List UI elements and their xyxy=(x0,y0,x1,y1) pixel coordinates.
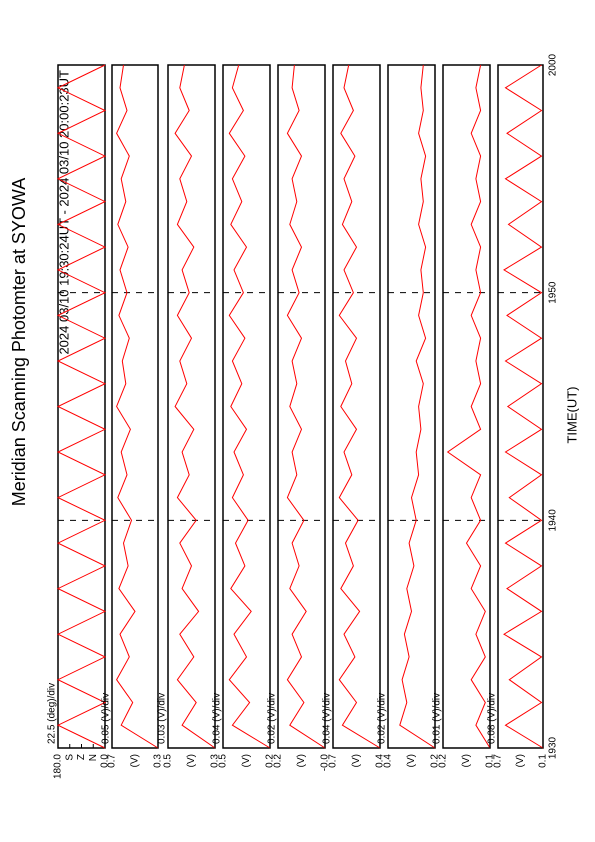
y-tick-label: S xyxy=(64,754,75,761)
scale-label: 0.01 (V)/div xyxy=(432,693,443,744)
unit-label: (V) xyxy=(351,754,362,767)
scale-label: 0.04 (V)/div xyxy=(212,693,223,744)
y-tick-label: 0.3 xyxy=(153,754,164,768)
panel-frame xyxy=(497,64,544,749)
y-tick-label: 0.1 xyxy=(538,754,549,768)
y-tick-label: 0.4 xyxy=(383,754,394,768)
panel-frame xyxy=(111,64,159,749)
y-tick-label: 180.0 xyxy=(53,754,64,779)
chart-subtitle: 2024 03/10 19:30:24UT - 2024 03/10 20:00… xyxy=(56,70,71,355)
unit-label: (V) xyxy=(406,754,417,767)
scale-label: 22.5 (deg)/div xyxy=(47,683,58,744)
panel-frame xyxy=(222,64,271,749)
scale-label: 0.04 (V)/div xyxy=(322,693,333,744)
y-tick-label: 0.4 xyxy=(375,754,386,768)
data-line xyxy=(503,64,544,749)
data-line xyxy=(286,64,326,749)
unit-label: (V) xyxy=(296,754,307,767)
unit-label: (V) xyxy=(515,754,526,767)
panel-frame xyxy=(167,64,216,749)
panel-frame xyxy=(442,64,491,749)
y-tick-label: 0.2 xyxy=(273,754,284,768)
panel-frame xyxy=(387,64,436,749)
y-tick-label: 0.2 xyxy=(265,754,276,768)
y-tick-label: -0.0 xyxy=(320,754,331,772)
x-tick-label: 2000 xyxy=(548,53,559,76)
panel-frame xyxy=(277,64,326,749)
unit-label: (V) xyxy=(186,754,197,767)
y-tick-label: 0.3 xyxy=(210,754,221,768)
data-line xyxy=(228,64,271,749)
y-tick-label: 0.2 xyxy=(430,754,441,768)
y-tick-label: 0.5 xyxy=(163,754,174,768)
x-axis-label: TIME(UT) xyxy=(564,386,579,443)
scale-label: 0.08 (V)/div xyxy=(487,693,498,744)
data-line xyxy=(446,64,491,749)
scale-label: 0.02 (V)/div xyxy=(267,693,278,744)
unit-label: (V) xyxy=(461,754,472,767)
y-tick-label: 0.1 xyxy=(485,754,496,768)
y-tick-label: N xyxy=(88,754,99,761)
data-line xyxy=(56,64,107,749)
scale-label: 0.03 (V)/div xyxy=(157,693,168,744)
y-tick-label: 0.5 xyxy=(218,754,229,768)
y-tick-label: 0.7 xyxy=(493,754,504,768)
panel-frame xyxy=(332,64,381,749)
y-tick-label: 0.0 xyxy=(100,754,111,768)
y-tick-label: 0.7 xyxy=(328,754,339,768)
y-tick-label: Z xyxy=(76,754,87,760)
unit-label: (V) xyxy=(241,754,252,767)
data-line xyxy=(116,64,159,749)
data-line xyxy=(174,64,216,749)
x-tick-label: 1930 xyxy=(548,736,559,759)
x-tick-label: 1940 xyxy=(548,509,559,532)
unit-label: (V) xyxy=(130,754,141,767)
chart-title: Meridian Scanning Photomter at SYOWA xyxy=(9,178,29,506)
scale-label: 0.02 (V)/div xyxy=(377,693,388,744)
y-tick-label: 0.7 xyxy=(107,754,118,768)
rotated-plot: Meridian Scanning Photomter at SYOWA 202… xyxy=(9,53,580,779)
data-line xyxy=(399,64,436,749)
data-line xyxy=(338,64,381,749)
scale-label: 0.05 (V)/div xyxy=(101,693,112,744)
y-tick-label: 0.2 xyxy=(438,754,449,768)
x-tick-label: 1950 xyxy=(548,281,559,304)
